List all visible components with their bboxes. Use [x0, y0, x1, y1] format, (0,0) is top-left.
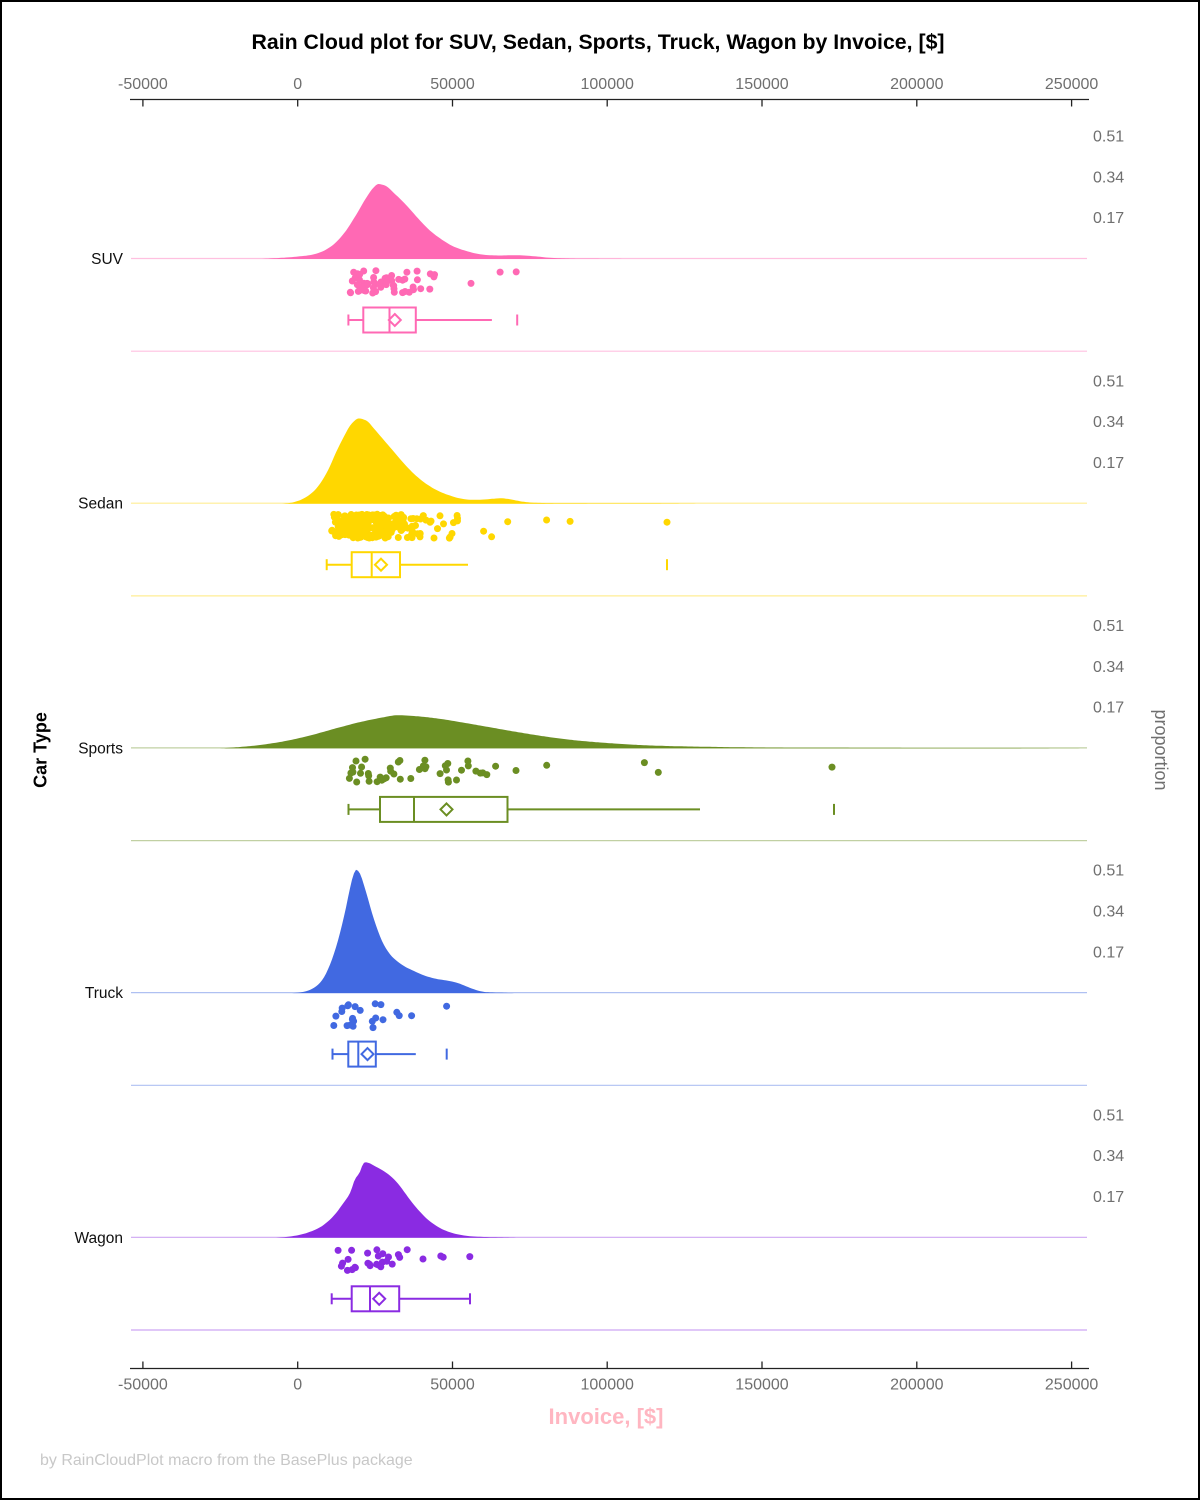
- svg-text:Truck: Truck: [85, 985, 123, 1002]
- svg-text:100000: 100000: [581, 1377, 634, 1394]
- svg-text:0.34: 0.34: [1093, 1148, 1124, 1165]
- svg-text:0.51: 0.51: [1093, 373, 1124, 390]
- svg-text:200000: 200000: [890, 76, 943, 93]
- svg-text:0: 0: [293, 1377, 302, 1394]
- svg-text:0: 0: [293, 76, 302, 93]
- svg-text:0.17: 0.17: [1093, 944, 1124, 961]
- svg-text:Wagon: Wagon: [74, 1230, 123, 1247]
- svg-text:0.17: 0.17: [1093, 455, 1124, 472]
- svg-text:0.34: 0.34: [1093, 659, 1124, 676]
- svg-text:Sedan: Sedan: [78, 496, 123, 513]
- svg-text:150000: 150000: [735, 76, 788, 93]
- svg-text:by RainCloudPlot macro from th: by RainCloudPlot macro from the BasePlus…: [40, 1452, 413, 1469]
- svg-text:50000: 50000: [430, 1377, 475, 1394]
- svg-text:50000: 50000: [430, 76, 475, 93]
- svg-text:0.34: 0.34: [1093, 904, 1124, 921]
- svg-text:0.17: 0.17: [1093, 700, 1124, 717]
- svg-text:Sports: Sports: [78, 740, 123, 757]
- svg-text:0.51: 0.51: [1093, 129, 1124, 146]
- svg-text:Rain Cloud plot for SUV, Sedan: Rain Cloud plot for SUV, Sedan, Sports, …: [251, 30, 944, 54]
- svg-text:Car Type: Car Type: [31, 712, 51, 788]
- svg-text:0.17: 0.17: [1093, 210, 1124, 227]
- svg-text:250000: 250000: [1045, 1377, 1098, 1394]
- svg-text:0.17: 0.17: [1093, 1189, 1124, 1206]
- svg-text:Invoice, [$]: Invoice, [$]: [549, 1404, 664, 1429]
- svg-text:0.51: 0.51: [1093, 863, 1124, 880]
- svg-text:-50000: -50000: [118, 76, 168, 93]
- svg-text:0.51: 0.51: [1093, 1107, 1124, 1124]
- svg-text:0.34: 0.34: [1093, 169, 1124, 186]
- svg-text:200000: 200000: [890, 1377, 943, 1394]
- svg-text:250000: 250000: [1045, 76, 1098, 93]
- svg-text:100000: 100000: [581, 76, 634, 93]
- svg-text:0.34: 0.34: [1093, 414, 1124, 431]
- svg-text:proportion: proportion: [1151, 709, 1171, 790]
- svg-text:150000: 150000: [735, 1377, 788, 1394]
- svg-text:0.51: 0.51: [1093, 618, 1124, 635]
- svg-text:-50000: -50000: [118, 1377, 168, 1394]
- svg-text:SUV: SUV: [91, 251, 124, 268]
